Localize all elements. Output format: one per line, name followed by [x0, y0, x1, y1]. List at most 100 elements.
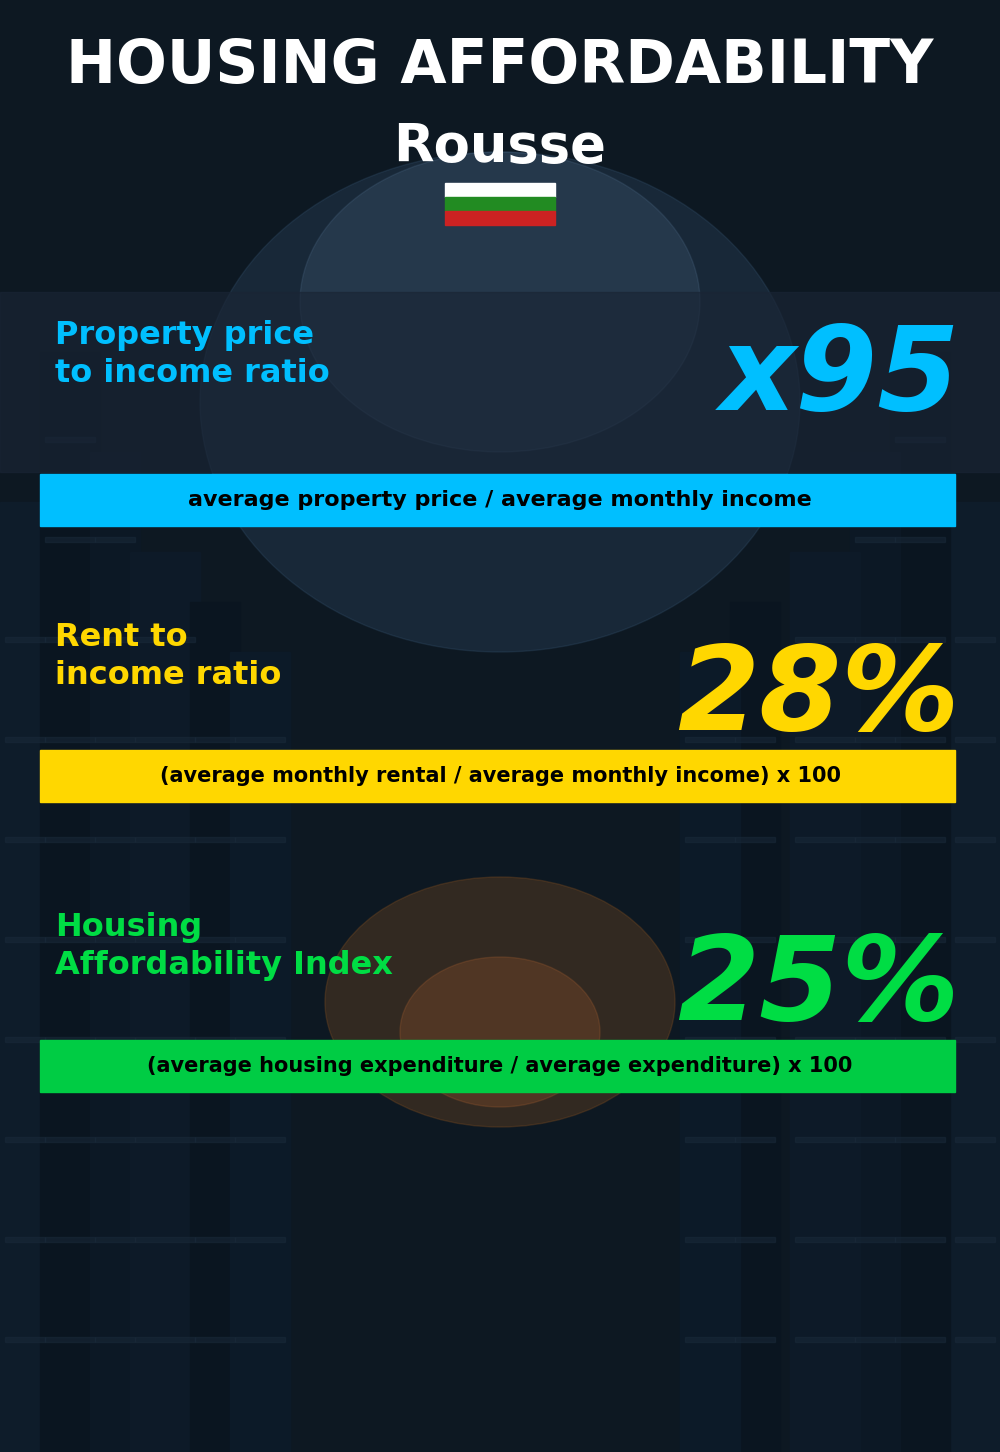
Bar — [5, 937, 45, 942]
Bar — [40, 473, 955, 526]
Bar — [5, 1037, 45, 1043]
Bar — [895, 1237, 945, 1241]
Bar — [95, 637, 135, 642]
Bar — [95, 937, 135, 942]
Bar — [195, 836, 235, 842]
Bar — [445, 183, 555, 197]
Bar — [445, 197, 555, 211]
Bar — [730, 603, 780, 1452]
Text: HOUSING AFFORDABILITY: HOUSING AFFORDABILITY — [66, 38, 934, 96]
Bar — [795, 1137, 855, 1143]
Bar — [950, 502, 1000, 1452]
Bar — [40, 751, 955, 802]
Bar — [685, 1337, 735, 1342]
Bar — [235, 836, 285, 842]
Bar — [895, 1337, 945, 1342]
Bar — [895, 937, 945, 942]
Bar — [0, 292, 1000, 472]
Bar — [795, 738, 855, 742]
Bar — [735, 1037, 775, 1043]
Bar — [795, 836, 855, 842]
Bar — [130, 552, 200, 1452]
Bar — [95, 537, 135, 542]
Bar — [895, 1037, 945, 1043]
Bar — [135, 1337, 195, 1342]
Bar — [855, 1037, 895, 1043]
Bar — [0, 502, 50, 1452]
Bar — [195, 1137, 235, 1143]
Bar — [195, 1037, 235, 1043]
Bar — [45, 437, 95, 441]
Bar — [685, 1037, 735, 1043]
Bar — [895, 637, 945, 642]
Bar — [95, 1337, 135, 1342]
Bar — [95, 1237, 135, 1241]
Bar — [735, 1237, 775, 1241]
Bar — [855, 637, 895, 642]
Bar — [735, 836, 775, 842]
Bar — [45, 1237, 95, 1241]
Bar — [235, 1237, 285, 1241]
Text: (average monthly rental / average monthly income) x 100: (average monthly rental / average monthl… — [160, 767, 840, 786]
Bar — [135, 1237, 195, 1241]
Bar — [195, 1337, 235, 1342]
Bar — [45, 1337, 95, 1342]
Text: Rousse: Rousse — [394, 121, 606, 173]
Ellipse shape — [200, 152, 800, 652]
Bar — [685, 738, 735, 742]
Text: Rent to
income ratio: Rent to income ratio — [55, 621, 281, 691]
Bar — [735, 738, 775, 742]
Bar — [135, 637, 195, 642]
Bar — [45, 937, 95, 942]
Bar — [955, 1337, 995, 1342]
Bar — [895, 738, 945, 742]
Bar — [735, 1337, 775, 1342]
Bar — [40, 1040, 955, 1092]
Bar — [685, 1137, 735, 1143]
Bar — [90, 452, 140, 1452]
Bar — [895, 437, 945, 441]
Text: Property price
to income ratio: Property price to income ratio — [55, 319, 330, 389]
Bar — [685, 1237, 735, 1241]
Bar — [195, 738, 235, 742]
Bar — [235, 1137, 285, 1143]
Bar — [235, 937, 285, 942]
Bar — [890, 351, 950, 1452]
Bar — [795, 1037, 855, 1043]
Bar — [955, 1137, 995, 1143]
Bar — [235, 1337, 285, 1342]
Bar — [45, 537, 95, 542]
Bar — [855, 1337, 895, 1342]
Bar — [45, 637, 95, 642]
Ellipse shape — [400, 957, 600, 1106]
Bar — [955, 1237, 995, 1241]
Bar — [855, 937, 895, 942]
Bar — [5, 1237, 45, 1241]
Bar — [195, 1237, 235, 1241]
Bar — [855, 1237, 895, 1241]
Bar — [895, 836, 945, 842]
Bar — [190, 603, 240, 1452]
Bar — [235, 738, 285, 742]
Bar — [45, 738, 95, 742]
Bar — [135, 1037, 195, 1043]
Text: x95: x95 — [720, 319, 960, 434]
Text: 28%: 28% — [678, 639, 960, 755]
Ellipse shape — [300, 152, 700, 452]
Bar — [855, 537, 895, 542]
Bar — [5, 836, 45, 842]
Bar — [135, 1137, 195, 1143]
Bar — [795, 1337, 855, 1342]
Ellipse shape — [325, 877, 675, 1127]
Bar — [855, 738, 895, 742]
Bar — [735, 1137, 775, 1143]
Bar — [955, 1037, 995, 1043]
Bar — [40, 351, 100, 1452]
Bar — [5, 738, 45, 742]
Bar — [135, 937, 195, 942]
Bar — [790, 552, 860, 1452]
Bar — [855, 1137, 895, 1143]
Bar — [45, 1137, 95, 1143]
Bar — [895, 1137, 945, 1143]
Text: Housing
Affordability Index: Housing Affordability Index — [55, 912, 393, 982]
